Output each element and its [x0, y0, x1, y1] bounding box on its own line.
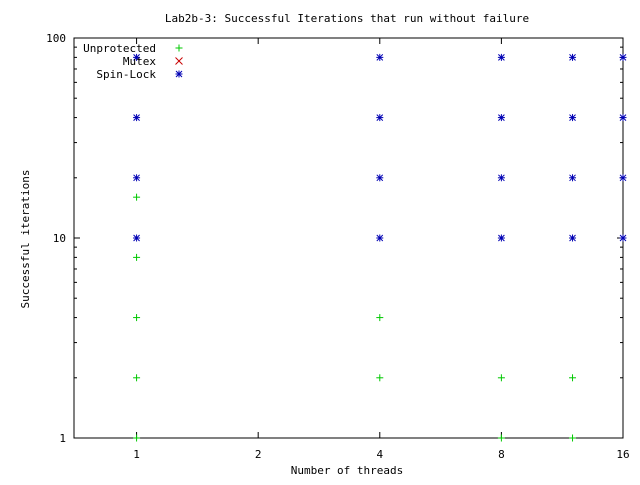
x-axis-label: Number of threads: [291, 464, 404, 477]
unprotected-point: [569, 374, 577, 382]
spin-lock-point: [376, 114, 384, 122]
legend-marker-mutex: [175, 57, 183, 65]
legend-label-spin-lock: Spin-Lock: [96, 68, 156, 81]
y-tick-label: 100: [46, 32, 66, 45]
x-tick-label: 2: [255, 448, 262, 461]
unprotected-point: [133, 314, 141, 322]
spin-lock-point: [376, 53, 384, 61]
spin-lock-point: [619, 114, 627, 122]
spin-lock-point: [376, 234, 384, 242]
unprotected-point: [376, 314, 384, 322]
y-axis-ticks: 1 10 100: [46, 32, 623, 445]
spin-lock-point: [497, 114, 505, 122]
chart-title: Lab2b-3: Successful Iterations that run …: [165, 12, 529, 25]
spin-lock-point: [376, 174, 384, 182]
unprotected-point: [133, 253, 141, 261]
legend-label-unprotected: Unprotected: [83, 42, 156, 55]
spin-lock-point: [133, 234, 141, 242]
x-tick-label: 1: [133, 448, 140, 461]
x-axis-ticks: 1 2 4 8 16: [133, 38, 630, 461]
unprotected-point: [376, 374, 384, 382]
spin-lock-point: [569, 114, 577, 122]
x-tick-label: 16: [616, 448, 629, 461]
unprotected-point: [569, 434, 577, 442]
plot-frame: [73, 37, 624, 439]
legend-label-mutex: Mutex: [123, 55, 156, 68]
unprotected-point: [497, 374, 505, 382]
legend-marker-unprotected: [175, 44, 183, 52]
x-tick-label: 4: [376, 448, 383, 461]
spin-lock-point: [133, 53, 141, 61]
data-series: [133, 53, 627, 442]
spin-lock-point: [619, 234, 627, 242]
unprotected-point: [133, 374, 141, 382]
unprotected-point: [133, 434, 141, 442]
spin-lock-point: [497, 234, 505, 242]
spin-lock-point: [619, 53, 627, 61]
unprotected-point: [133, 193, 141, 201]
spin-lock-point: [133, 114, 141, 122]
spin-lock-point: [497, 174, 505, 182]
y-tick-label: 1: [59, 432, 66, 445]
unprotected-point: [497, 434, 505, 442]
legend-marker-spin-lock: [175, 70, 183, 78]
spin-lock-point: [569, 174, 577, 182]
spin-lock-point: [569, 234, 577, 242]
spin-lock-point: [619, 174, 627, 182]
plot-border: [73, 37, 624, 439]
y-axis-label: Successful iterations: [19, 169, 32, 308]
spin-lock-point: [569, 53, 577, 61]
y-tick-label: 10: [53, 232, 66, 245]
x-tick-label: 8: [498, 448, 505, 461]
spin-lock-point: [497, 53, 505, 61]
spin-lock-point: [133, 174, 141, 182]
